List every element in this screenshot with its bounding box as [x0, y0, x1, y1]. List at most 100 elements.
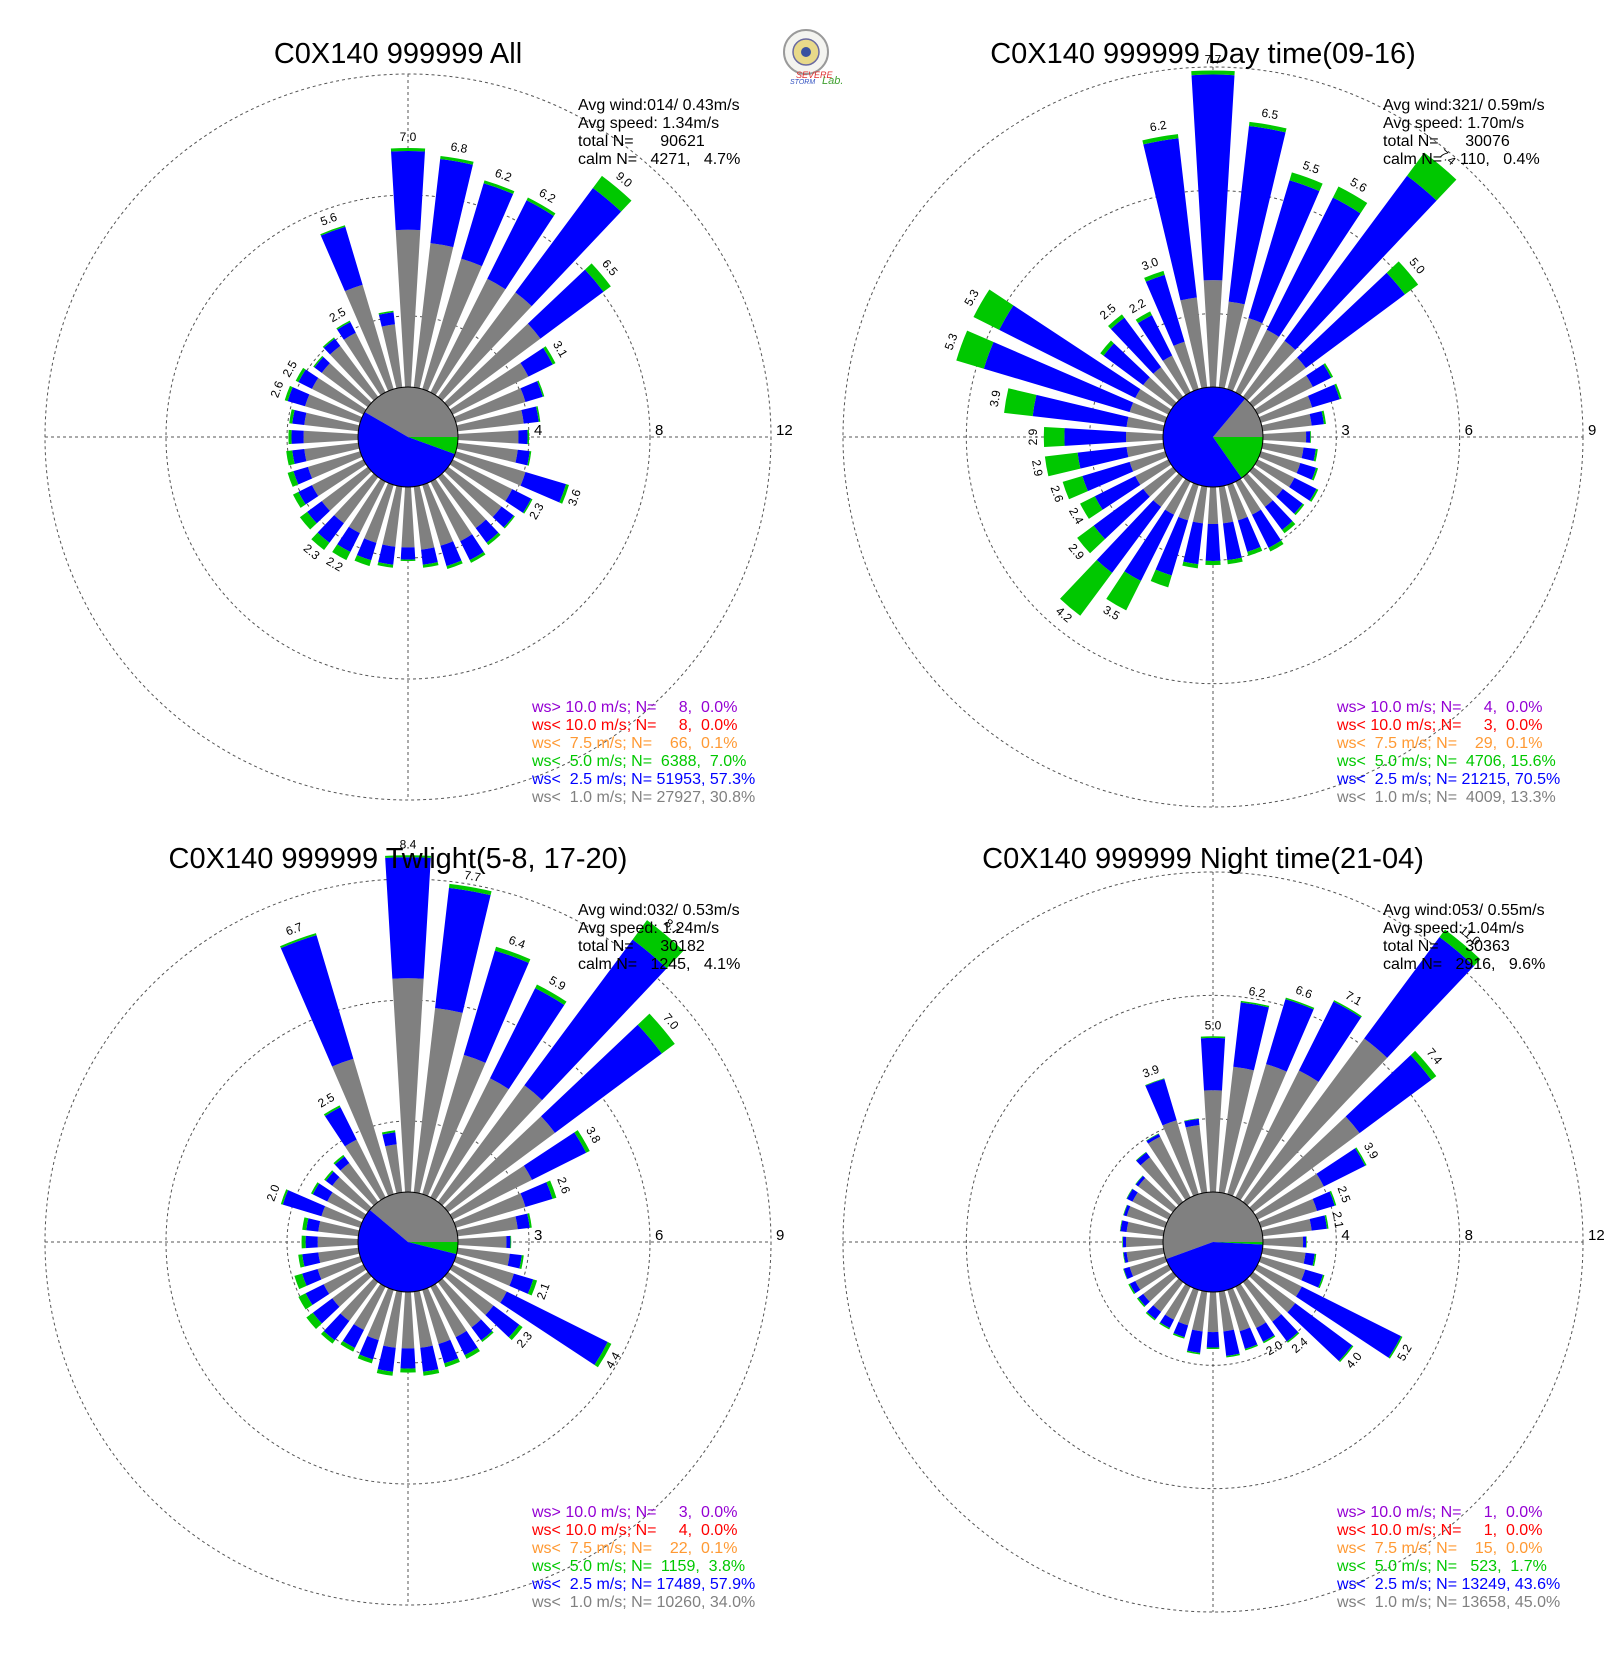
- legend-entry: ws< 2.5 m/s; N= 21215, 70.5%: [1336, 771, 1560, 788]
- direction-bar-segment: [440, 541, 462, 567]
- direction-bar-segment: [1258, 1198, 1318, 1228]
- bar-value-label: 2.1: [1330, 1210, 1347, 1229]
- direction-bar-segment: [1159, 1322, 1170, 1330]
- bar-value-label: 5.6: [1348, 175, 1370, 196]
- direction-bar-segment: [510, 1235, 512, 1249]
- direction-bar-segment: [487, 200, 554, 290]
- stat-line: calm N= 110, 0.4%: [1383, 151, 1540, 168]
- legend-entry: ws< 1.0 m/s; N= 4009, 13.3%: [1336, 789, 1556, 806]
- direction-bar-segment: [1135, 1175, 1144, 1185]
- direction-bar-segment: [1153, 367, 1184, 401]
- direction-bar-segment: [1233, 1002, 1269, 1071]
- direction-bar-segment: [298, 1254, 305, 1268]
- direction-bar-segment: [1182, 561, 1199, 569]
- direction-bar-segment: [1227, 557, 1243, 565]
- bar-value-label: 7.1: [1343, 988, 1365, 1009]
- direction-bar-segment: [1124, 509, 1175, 581]
- ring-label: 4: [1341, 1227, 1349, 1244]
- stat-line: total N= 30363: [1383, 938, 1510, 955]
- ring-label: 6: [655, 1227, 663, 1244]
- bar-value-label: 3.9: [987, 389, 1004, 408]
- direction-bar-segment: [313, 355, 324, 368]
- direction-bar-segment: [483, 180, 515, 195]
- direction-bar-segment: [413, 1290, 433, 1348]
- direction-bar-segment: [383, 1290, 403, 1348]
- direction-bar-segment: [519, 1255, 524, 1270]
- direction-bar-segment: [1100, 340, 1114, 356]
- stat-line: Avg wind:032/ 0.53m/s: [578, 902, 740, 919]
- direction-bar-segment: [340, 1340, 355, 1352]
- bar-value-label: 7.7: [1205, 53, 1222, 67]
- ring-label: 9: [1588, 422, 1596, 439]
- direction-bar-segment: [1302, 1236, 1307, 1248]
- bar-value-label: 2.5: [280, 358, 301, 380]
- direction-bar-segment: [1311, 467, 1319, 481]
- bar-value-label: 2.6: [268, 379, 287, 400]
- logo-text-storm: STORM: [790, 79, 815, 86]
- direction-bar-segment: [325, 1171, 340, 1186]
- direction-bar-segment: [1094, 475, 1141, 510]
- bar-value-label: 2.9: [1026, 428, 1040, 445]
- bar-value-label: 6.8: [450, 139, 469, 156]
- direction-bar-segment: [1235, 1070, 1319, 1201]
- direction-bar-segment: [422, 1054, 486, 1197]
- direction-bar-segment: [340, 1163, 379, 1206]
- legend-entry: ws< 2.5 m/s; N= 13249, 43.6%: [1336, 1576, 1560, 1593]
- direction-bar-segment: [1146, 1133, 1161, 1144]
- direction-bar-segment: [367, 1287, 394, 1341]
- direction-bar-segment: [469, 551, 486, 563]
- direction-bar-segment: [332, 1271, 372, 1307]
- stat-line: total N= 30076: [1383, 133, 1510, 150]
- direction-bar-segment: [287, 387, 310, 407]
- direction-bar-segment: [1132, 1192, 1172, 1220]
- legend-entry: ws> 10.0 m/s; N= 3, 0.0%: [531, 1504, 737, 1521]
- direction-bar-segment: [1227, 1287, 1251, 1332]
- direction-bar-segment: [1301, 447, 1316, 461]
- direction-bar-segment: [1296, 463, 1317, 480]
- direction-bar-segment: [324, 1170, 334, 1181]
- direction-bar-segment: [1060, 559, 1113, 616]
- calm-pie-slice: [1166, 1242, 1263, 1293]
- direction-bar-segment: [592, 175, 632, 212]
- direction-bar-segment: [1266, 197, 1361, 337]
- bar-value-label: 6.4: [507, 933, 528, 952]
- direction-bar-segment: [344, 1139, 386, 1201]
- direction-bar-segment: [1388, 1336, 1403, 1359]
- direction-bar-segment: [1126, 1189, 1138, 1202]
- legend-entry: ws< 5.0 m/s; N= 1159, 3.8%: [531, 1558, 745, 1575]
- direction-bar-segment: [515, 1213, 530, 1230]
- direction-bar-segment: [305, 1235, 318, 1249]
- direction-bar-segment: [317, 1256, 363, 1280]
- direction-bar-segment: [303, 430, 359, 444]
- direction-bar-segment: [1178, 482, 1199, 521]
- calm-pie-slice: [358, 1209, 457, 1292]
- direction-bar-segment: [457, 430, 519, 444]
- direction-bar-segment: [321, 1206, 363, 1228]
- direction-bar-segment: [1126, 431, 1164, 443]
- lab-logo: SEVERE STORM Lab.: [783, 29, 843, 87]
- direction-bar-segment: [1205, 523, 1221, 561]
- direction-bar-segment: [1298, 1001, 1362, 1082]
- direction-bar-segment: [311, 459, 367, 497]
- direction-bar-segment: [1192, 485, 1208, 524]
- direction-bar-segment: [302, 1217, 309, 1231]
- direction-bar-segment: [400, 1348, 416, 1369]
- direction-bar-segment: [1180, 297, 1208, 389]
- bar-value-label: 6.2: [1149, 118, 1168, 135]
- direction-bar-segment: [306, 1312, 322, 1330]
- direction-bar-segment: [1185, 1124, 1208, 1194]
- direction-bar-segment: [1242, 1278, 1282, 1322]
- direction-bar-segment: [594, 1342, 612, 1368]
- direction-bar-segment: [1126, 416, 1165, 432]
- direction-bar-segment: [492, 506, 514, 528]
- direction-bar-segment: [332, 544, 351, 561]
- panel-title: C0X140 999999 Night time(21-04): [982, 843, 1424, 875]
- legend-entry: ws< 2.5 m/s; N= 51953, 57.3%: [531, 771, 755, 788]
- direction-bar-segment: [999, 305, 1141, 399]
- direction-bar-segment: [359, 1336, 379, 1360]
- direction-bar-segment: [449, 1165, 533, 1220]
- direction-bar-segment: [481, 1331, 494, 1343]
- direction-bar-segment: [343, 332, 386, 396]
- direction-bar-segment: [320, 226, 363, 292]
- direction-bar-segment: [391, 151, 425, 231]
